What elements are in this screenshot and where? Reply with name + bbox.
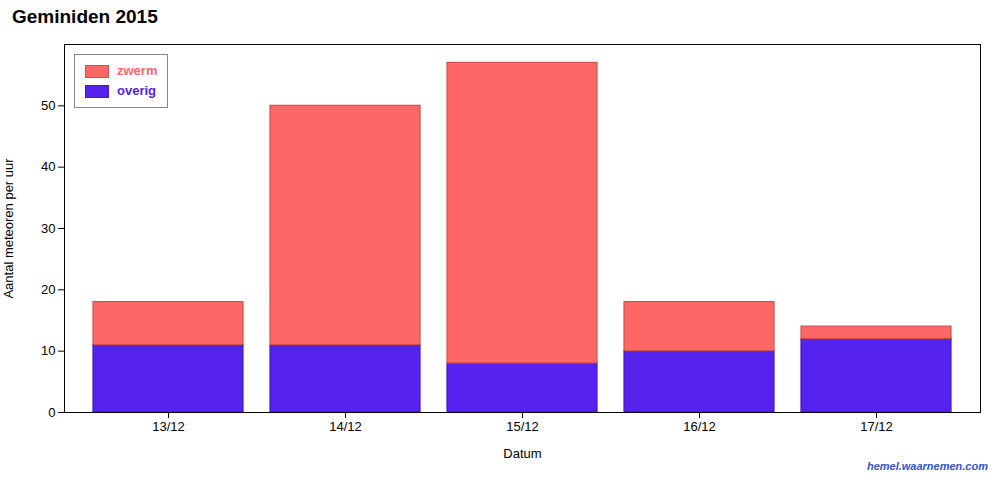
svg-text:10: 10 (41, 343, 55, 358)
svg-text:17/12: 17/12 (860, 419, 893, 434)
svg-text:16/12: 16/12 (683, 419, 716, 434)
svg-text:14/12: 14/12 (329, 419, 362, 434)
svg-text:13/12: 13/12 (152, 419, 185, 434)
svg-text:30: 30 (41, 221, 55, 236)
svg-text:50: 50 (41, 98, 55, 113)
svg-text:40: 40 (41, 159, 55, 174)
svg-text:Datum: Datum (503, 446, 541, 461)
html-text:overig: overig (117, 83, 156, 98)
html-text:hemel.waarnemen.com: hemel.waarnemen.com (866, 460, 988, 472)
svg-text:15/12: 15/12 (506, 419, 539, 434)
svg-text:Aantal meteoren per uur: Aantal meteoren per uur (1, 158, 16, 299)
svg-text:0: 0 (48, 405, 55, 420)
svg-text:20: 20 (41, 282, 55, 297)
html-text:Geminiden 2015: Geminiden 2015 (12, 6, 158, 27)
html-text:zwerm: zwerm (117, 63, 158, 78)
